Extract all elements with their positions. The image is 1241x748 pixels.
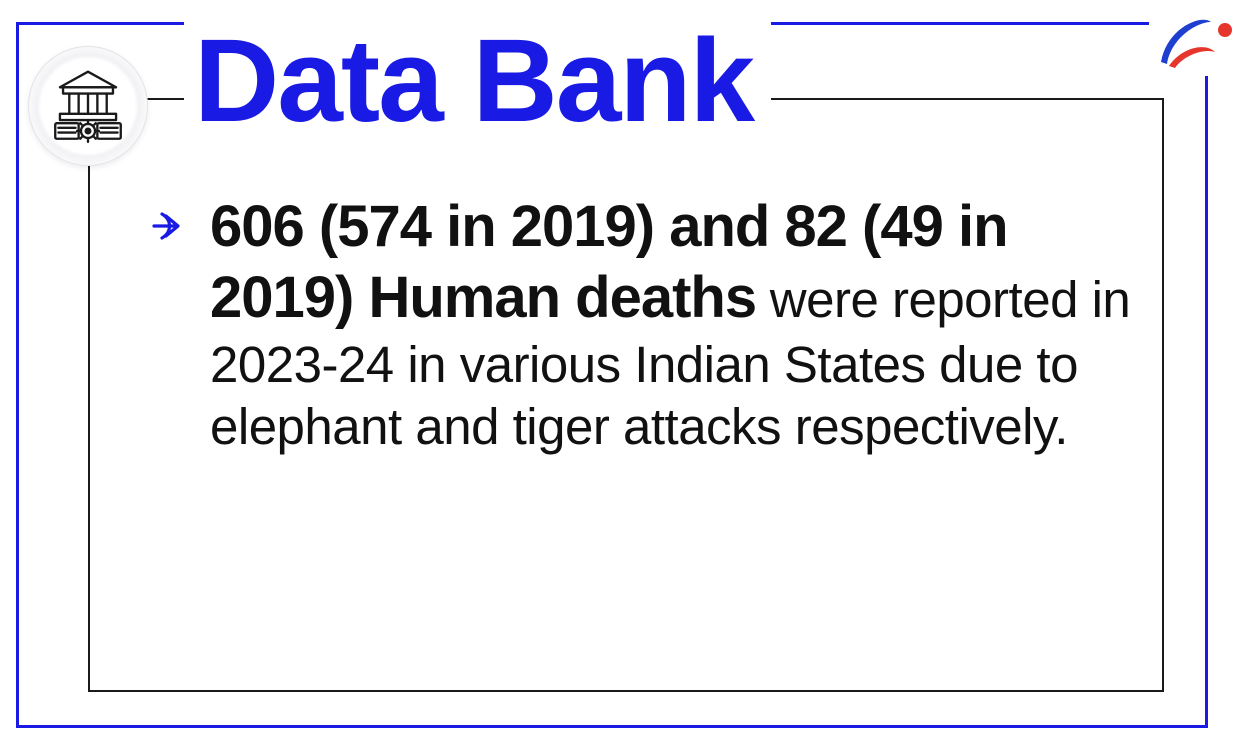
brand-logo-icon — [1149, 8, 1237, 76]
arrow-bullet-icon — [150, 208, 186, 244]
data-bank-icon — [28, 46, 148, 166]
fact-text: 606 (574 in 2019) and 82 (49 in 2019) Hu… — [210, 192, 1150, 458]
page-title: Data Bank — [184, 20, 771, 144]
